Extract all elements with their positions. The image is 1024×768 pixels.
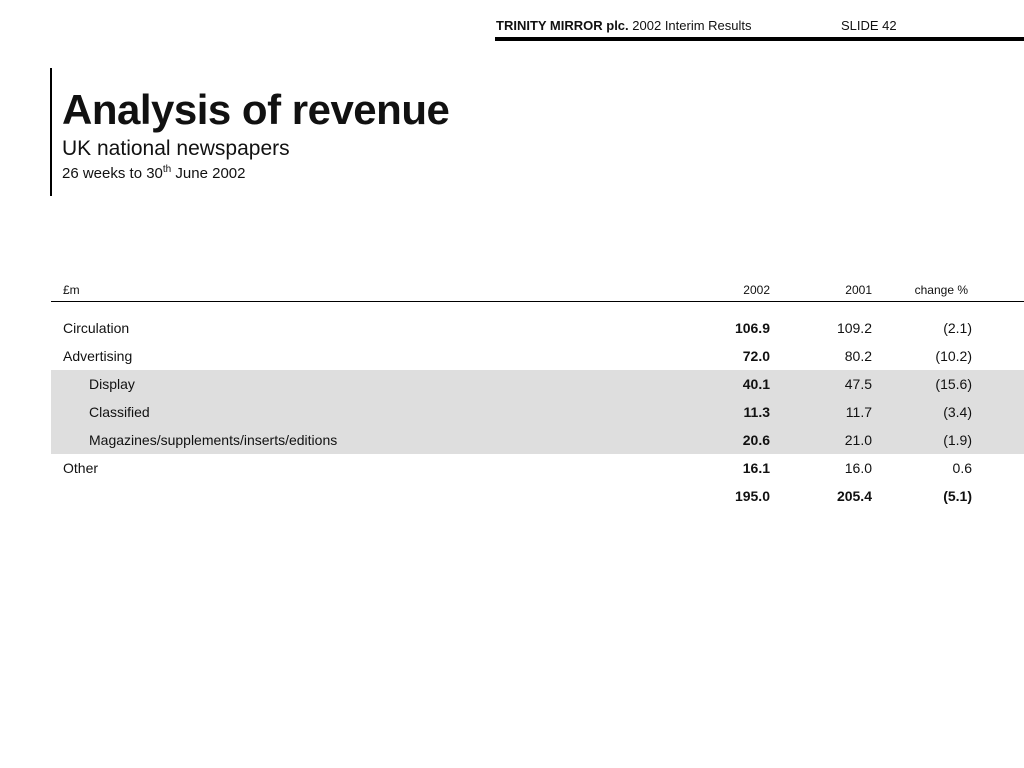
revenue-table: £m 2002 2001 change % Circulation 106.9 … [51, 280, 1024, 504]
table-row-display: Display 40.1 47.5 (15.6) [51, 370, 1024, 398]
value-change: (3.4) [943, 404, 972, 420]
table-row-total: 195.0 205.4 (5.1) [51, 482, 1024, 510]
table-row-other: Other 16.1 16.0 0.6 [51, 454, 1024, 482]
value-2002: 40.1 [742, 376, 770, 392]
reporting-period: 26 weeks to 30th June 2002 [62, 160, 245, 184]
header-divider [51, 301, 1024, 302]
slide-number: SLIDE 42 [841, 18, 897, 33]
value-change: (15.6) [935, 376, 972, 392]
row-label: Magazines/supplements/inserts/editions [89, 432, 338, 448]
value-2002: 72.0 [742, 348, 770, 364]
period-rest: June 2002 [171, 165, 246, 182]
value-2002: 20.6 [742, 432, 770, 448]
value-2002: 106.9 [734, 320, 770, 336]
value-change: (2.1) [943, 320, 972, 336]
period-prefix: 26 weeks to 30 [62, 165, 163, 182]
report-name: 2002 Interim Results [632, 18, 752, 33]
row-label: Display [89, 376, 135, 392]
value-2002: 11.3 [743, 404, 770, 420]
table-row-magazines: Magazines/supplements/inserts/editions 2… [51, 426, 1024, 454]
table-row-advertising: Advertising 72.0 80.2 (10.2) [51, 342, 1024, 370]
page-subtitle: UK national newspapers [62, 137, 290, 160]
value-change: (10.2) [935, 348, 972, 364]
value-2002: 16.1 [742, 460, 770, 476]
page-title: Analysis of revenue [62, 86, 450, 133]
value-2001: 11.7 [845, 404, 872, 420]
row-label: Classified [89, 404, 150, 420]
total-change: (5.1) [943, 488, 972, 504]
value-2001: 109.2 [836, 320, 872, 336]
total-2001: 205.4 [836, 488, 872, 504]
company-name: TRINITY MIRROR plc. [496, 18, 629, 33]
row-label: Other [63, 460, 99, 476]
table-row-circulation: Circulation 106.9 109.2 (2.1) [51, 314, 1024, 342]
value-2001: 21.0 [844, 432, 872, 448]
value-2001: 16.0 [844, 460, 872, 476]
period-ordinal: th [162, 164, 172, 175]
value-change: 0.6 [952, 460, 972, 476]
table-header-row: £m 2002 2001 change % [51, 280, 1024, 300]
column-header-unit: £m [63, 283, 80, 297]
value-change: (1.9) [943, 432, 972, 448]
column-header-2002: 2002 [743, 283, 770, 297]
value-2001: 47.5 [844, 376, 872, 392]
row-label: Circulation [63, 320, 130, 336]
column-header-2001: 2001 [845, 283, 872, 297]
slide-header: TRINITY MIRROR plc. 2002 Interim Results… [496, 17, 1024, 35]
total-2002: 195.0 [734, 488, 770, 504]
table-body: Circulation 106.9 109.2 (2.1) Advertisin… [51, 314, 1024, 510]
row-label: Advertising [63, 348, 133, 364]
value-2001: 80.2 [844, 348, 872, 364]
title-accent-bar [50, 68, 52, 196]
header-rule [495, 37, 1024, 41]
column-header-change: change % [914, 283, 968, 297]
table-row-classified: Classified 11.3 11.7 (3.4) [51, 398, 1024, 426]
